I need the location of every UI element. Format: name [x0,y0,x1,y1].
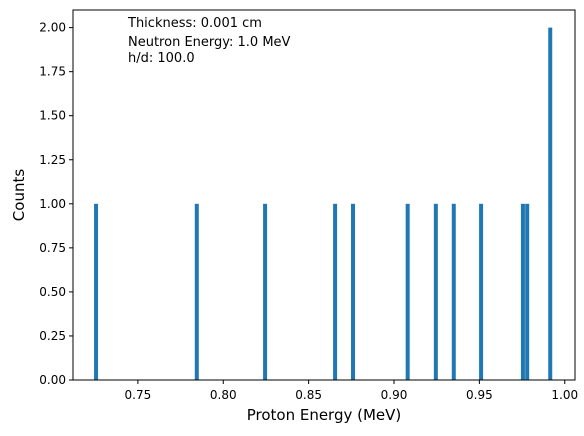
histogram-bar-1 [194,203,199,380]
x-tick-label-4: 0.95 [466,388,493,402]
histogram-bar-10 [525,203,530,380]
y-tick-label-1: 0.25 [39,329,66,343]
histogram-bar-9 [520,203,525,380]
x-tick-label-3: 0.90 [381,388,408,402]
y-axis-ticks: 0.00 0.25 0.50 0.75 1.00 1.25 1.50 1.75 2.00 [39,21,73,387]
annotation-h-over-d: h/d: 100.0 [128,51,195,66]
x-axis-label: Proton Energy (MeV) [247,406,402,424]
y-axis-label: Counts [10,169,28,222]
x-tick-label-5: 1.00 [551,388,578,402]
y-tick-label-7: 1.75 [39,65,66,79]
histogram-bar-2 [263,203,268,380]
annotation-thickness: Thickness: 0.001 cm [127,16,262,31]
y-tick-label-5: 1.25 [39,153,66,167]
histogram-bar-8 [479,203,484,380]
axes-frame [72,9,576,381]
y-tick-label-0: 0.00 [39,373,66,387]
x-tick-label-1: 0.80 [210,388,237,402]
histogram-bar-3 [333,203,338,380]
y-tick-label-2: 0.50 [39,285,66,299]
bars-group [94,27,553,381]
y-tick-label-4: 1.00 [39,197,66,211]
histogram-bar-0 [94,203,99,380]
x-tick-label-0: 0.75 [125,388,152,402]
annotation-neutron-energy: Neutron Energy: 1.0 MeV [128,35,291,50]
x-tick-label-2: 0.85 [295,388,322,402]
x-axis-ticks: 0.75 0.80 0.85 0.90 0.95 1.00 [125,380,578,402]
histogram-bar-4 [351,203,356,380]
histogram-bar-7 [451,203,456,380]
y-tick-label-6: 1.50 [39,109,66,123]
y-tick-label-8: 2.00 [39,21,66,35]
histogram-bar-11 [548,27,553,381]
y-tick-label-3: 0.75 [39,241,66,255]
histogram-bar-5 [405,203,410,380]
histogram-bar-6 [433,203,438,380]
